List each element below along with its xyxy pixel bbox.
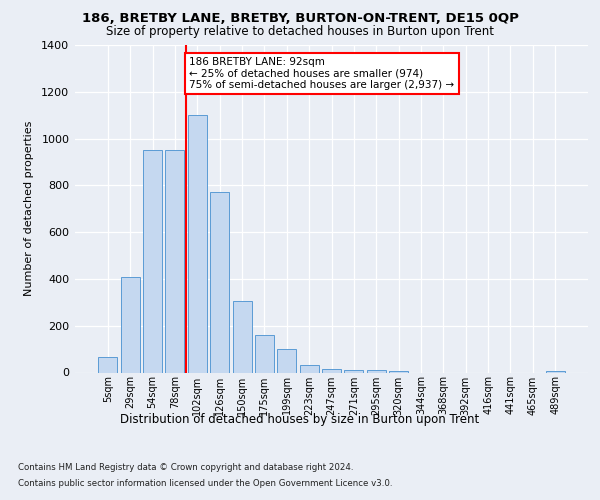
Bar [210,192,229,372]
Bar [143,150,162,372]
Text: Contains public sector information licensed under the Open Government Licence v3: Contains public sector information licen… [18,478,392,488]
Text: Size of property relative to detached houses in Burton upon Trent: Size of property relative to detached ho… [106,25,494,38]
Bar [233,301,251,372]
Bar [121,276,140,372]
Bar [277,349,296,372]
Text: 186, BRETBY LANE, BRETBY, BURTON-ON-TRENT, DE15 0QP: 186, BRETBY LANE, BRETBY, BURTON-ON-TREN… [82,12,518,26]
Bar [255,335,274,372]
Bar [299,366,319,372]
Text: Contains HM Land Registry data © Crown copyright and database right 2024.: Contains HM Land Registry data © Crown c… [18,464,353,472]
Bar [344,370,364,372]
Text: Distribution of detached houses by size in Burton upon Trent: Distribution of detached houses by size … [121,412,479,426]
Bar [367,370,386,372]
Bar [166,150,184,372]
Y-axis label: Number of detached properties: Number of detached properties [25,121,34,296]
Bar [98,358,118,372]
Bar [322,369,341,372]
Text: 186 BRETBY LANE: 92sqm
← 25% of detached houses are smaller (974)
75% of semi-de: 186 BRETBY LANE: 92sqm ← 25% of detached… [190,56,455,90]
Bar [188,115,207,372]
